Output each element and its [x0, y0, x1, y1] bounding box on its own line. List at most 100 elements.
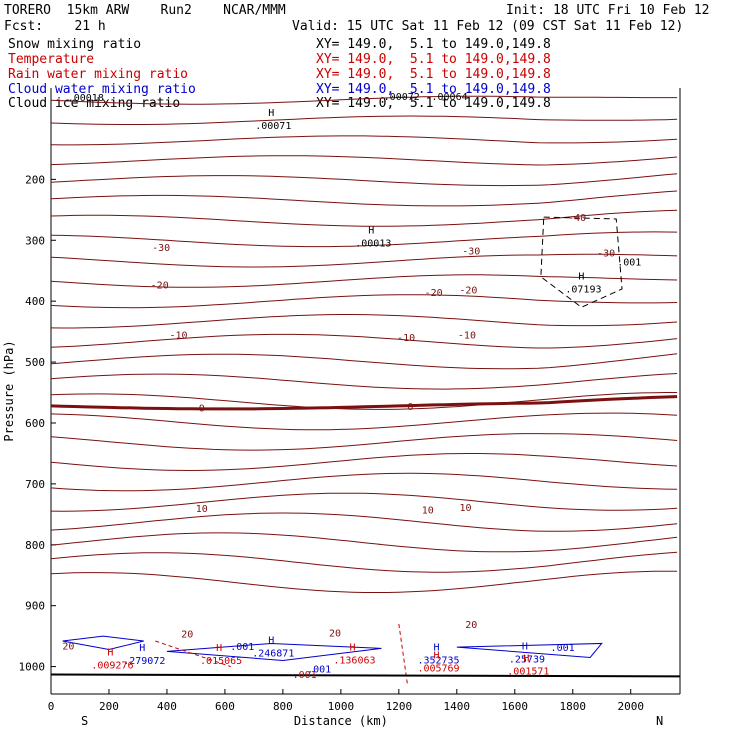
legend-xy-snow: XY= 149.0, 5.1 to 149.0,149.8 [316, 37, 551, 52]
header-init: Init: 18 UTC Fri 10 Feb 12 [506, 3, 710, 18]
maximum-marker: H [268, 108, 274, 119]
temperature-contour-label: -20 [459, 286, 477, 297]
maximum-marker: H [434, 643, 440, 654]
maximum-value-label: .00013 [355, 238, 391, 249]
y-tick-label: 700 [25, 478, 45, 491]
y-tick-label: 1000 [19, 661, 46, 674]
legend-label-rain: Rain water mixing ratio [8, 67, 189, 82]
maximum-value-label: .279072 [123, 656, 165, 667]
isotherm-line [50, 294, 678, 309]
isotherm-line [50, 333, 678, 349]
temperature-contour-label: 10 [422, 505, 434, 516]
freezing-level-line [50, 395, 678, 411]
x-tick-label: 0 [48, 700, 55, 713]
isotherm-line [50, 314, 678, 329]
maximum-marker: H [368, 225, 374, 236]
maximum-marker: H [522, 641, 528, 652]
x-tick-label: 800 [273, 700, 293, 713]
temperature-contour-label: -30 [597, 248, 615, 259]
y-tick-label: 600 [25, 417, 45, 430]
x-tick-label: 1400 [444, 700, 471, 713]
x-axis-title: Distance (km) [294, 714, 388, 728]
isotherm-line [50, 190, 678, 207]
temperature-contour-label: 20 [62, 641, 74, 652]
legend-label-temperature: Temperature [8, 52, 95, 67]
isotherm-line [50, 209, 678, 227]
maximum-value-label: .001571 [507, 667, 549, 678]
isotherm-line [50, 95, 678, 105]
isotherm-line [50, 231, 678, 248]
cloud-water-contour [62, 635, 144, 651]
temperature-contour-label: -10 [170, 331, 188, 342]
y-tick-label: 500 [25, 356, 45, 369]
contour-value-label: .00072 [384, 92, 420, 103]
x-end-label-north: N [656, 714, 663, 728]
temperature-contour-label: -30 [462, 247, 480, 258]
maximum-marker: H [349, 643, 355, 654]
maximum-value-label: .136063 [333, 656, 375, 667]
legend-xy-cloud-ice: XY= 149.0, 5.1 to 149.0,149.8 [316, 96, 551, 111]
y-axis-title: Pressure (hPa) [2, 340, 16, 441]
maximum-value-label: .015065 [200, 656, 242, 667]
isotherm-line [50, 551, 678, 573]
isotherm-line [50, 115, 678, 125]
cloud-water-contour [166, 642, 382, 662]
isotherm-line [50, 532, 678, 553]
header-valid: Valid: 15 UTC Sat 11 Feb 12 (09 CST Sat … [292, 19, 684, 34]
x-tick-label: 400 [157, 700, 177, 713]
legend-xy-temperature: XY= 149.0, 5.1 to 149.0,149.8 [316, 52, 551, 67]
legend-label-cloud-water: Cloud water mixing ratio [8, 82, 196, 97]
maximum-value-label: .07193 [565, 285, 601, 296]
temperature-contour-label: -40 [568, 213, 586, 224]
y-tick-label: 200 [25, 173, 45, 186]
maximum-value-label: .009276 [91, 661, 133, 672]
maximum-marker: H [523, 654, 529, 665]
contour-value-label: .00018 [68, 93, 104, 104]
temperature-contour-label: -30 [152, 243, 170, 254]
y-tick-label: 900 [25, 600, 45, 613]
isotherm-line [50, 512, 678, 532]
temperature-contour-label: 20 [329, 628, 341, 639]
maximum-marker: H [216, 643, 222, 654]
legend-xy-cloud-water: XY= 149.0, 5.1 to 149.0,149.8 [316, 82, 551, 97]
isotherm-line [50, 373, 678, 390]
isotherm-line [50, 353, 678, 370]
x-tick-label: 200 [99, 700, 119, 713]
x-tick-label: 1600 [502, 700, 529, 713]
contour-value-label: .001 [551, 643, 575, 654]
temperature-contour-label: -10 [397, 333, 415, 344]
cloud-ice-contour [540, 216, 623, 308]
isotherm-line [50, 135, 678, 146]
temperature-contour-label: 10 [459, 503, 471, 514]
y-tick-label: 300 [25, 234, 45, 247]
header-fcst: Fcst: 21 h [4, 19, 106, 34]
temperature-contour-label: 0 [199, 404, 205, 415]
x-end-label-south: S [81, 714, 88, 728]
contour-value-label: .001 [230, 642, 254, 653]
isotherm-line [50, 173, 678, 187]
isotherm-line [50, 472, 678, 492]
isotherm-line [50, 433, 678, 451]
contour-value-label: .001 [293, 670, 317, 681]
isotherm-line [50, 453, 678, 472]
isotherm-line [50, 274, 678, 288]
maximum-value-label: .005769 [417, 664, 459, 675]
temperature-contour-label: 20 [465, 620, 477, 631]
isotherm-line [50, 392, 678, 410]
x-tick-label: 600 [215, 700, 235, 713]
x-tick-label: 1200 [386, 700, 413, 713]
temperature-contour-label: -20 [425, 288, 443, 299]
isotherm-line [50, 155, 678, 166]
header-model: TORERO 15km ARW Run2 NCAR/MMM [4, 3, 286, 18]
temperature-contour-label: 20 [181, 630, 193, 641]
x-tick-label: 1800 [560, 700, 587, 713]
surface-line [50, 673, 681, 678]
x-tick-label: 1000 [328, 700, 355, 713]
maximum-value-label: .00071 [255, 121, 291, 132]
contour-value-label: .001 [617, 258, 641, 269]
isotherm-line [50, 492, 678, 512]
temperature-contour-label: 0 [407, 402, 413, 413]
y-tick-label: 800 [25, 539, 45, 552]
temperature-contour-label: -10 [458, 331, 476, 342]
maximum-value-label: .352735 [417, 656, 459, 667]
